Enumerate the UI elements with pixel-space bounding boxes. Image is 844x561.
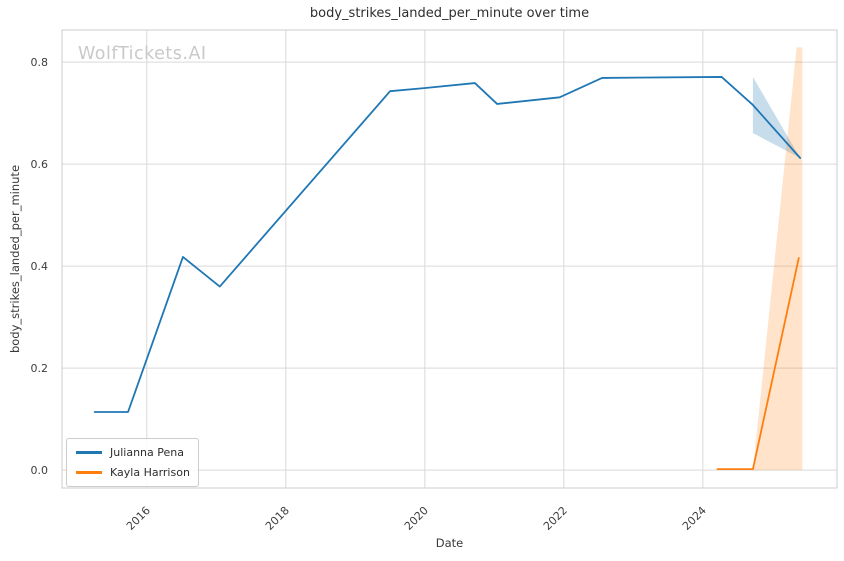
y-tick-label: 0.0 (31, 464, 49, 477)
legend: Julianna Pena Kayla Harrison (66, 438, 199, 487)
x-tick-label: 2016 (124, 504, 153, 533)
x-tick-label: 2024 (680, 504, 709, 533)
confidence-band (752, 47, 803, 471)
confidence-band (752, 76, 801, 159)
legend-item: Kayla Harrison (76, 466, 190, 479)
watermark: WolfTickets.AI (78, 44, 207, 64)
series-line-julianna-pena (93, 76, 802, 413)
y-tick-label: 0.6 (31, 158, 49, 171)
y-tick-label: 0.8 (31, 56, 49, 69)
legend-label: Kayla Harrison (110, 466, 190, 479)
legend-swatch-kayla-harrison (76, 471, 102, 474)
x-tick-label: 2018 (263, 504, 292, 533)
y-axis-label: body_strikes_landed_per_minute (8, 164, 22, 354)
x-tick-label: 2020 (402, 504, 431, 533)
x-tick-label: 2022 (541, 504, 570, 533)
legend-item: Julianna Pena (76, 446, 189, 459)
series-line-kayla-harrison (716, 257, 800, 471)
chart-title: body_strikes_landed_per_minute over time (309, 6, 590, 21)
y-tick-label: 0.4 (31, 260, 49, 273)
legend-label: Julianna Pena (110, 446, 184, 459)
x-axis-label: Date (435, 536, 464, 550)
y-tick-label: 0.2 (31, 362, 49, 375)
plot-border (61, 29, 838, 489)
legend-swatch-julianna-pena (76, 451, 102, 454)
